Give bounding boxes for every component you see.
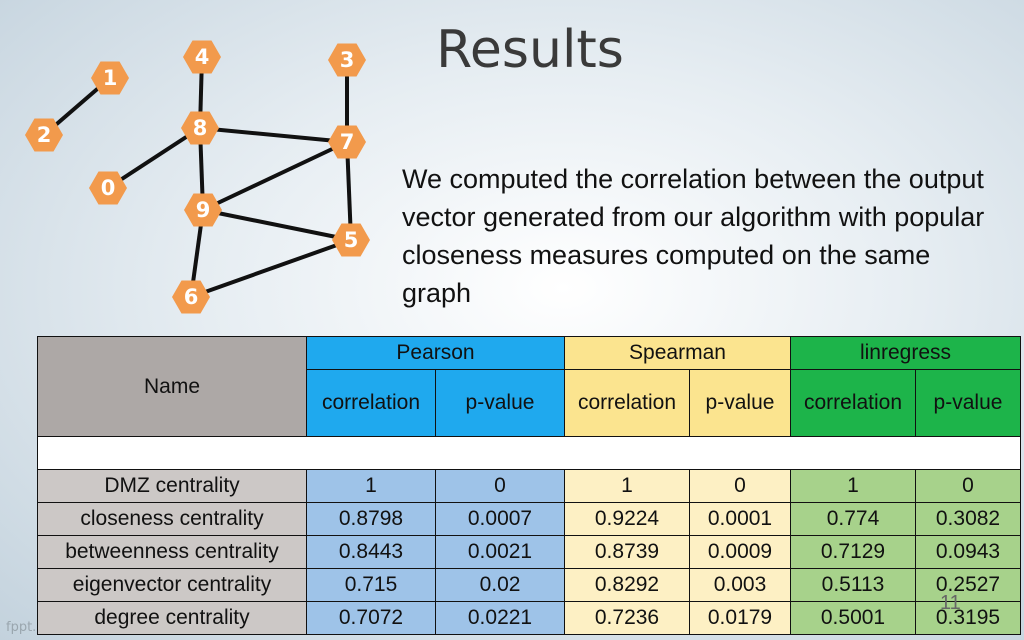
table-cell: 0.7072 — [306, 601, 436, 635]
table-cell: 0.003 — [689, 568, 791, 602]
table-row: closeness centrality 0.8798 0.0007 0.9224 0.… — [37, 502, 1021, 536]
table-cell: 0.3082 — [915, 502, 1021, 536]
table-cell: 0 — [689, 469, 791, 503]
node-hexagon — [328, 43, 366, 77]
node-hexagon — [184, 193, 222, 227]
table-cell: 0.0009 — [689, 535, 791, 569]
subheader: p-value — [689, 369, 791, 437]
node-label: 7 — [340, 130, 355, 154]
node-hexagon — [89, 171, 127, 205]
graph-node-3: 3 — [328, 43, 366, 77]
edge-8-0 — [106, 126, 202, 190]
table-cell: 0.02 — [435, 568, 565, 602]
node-hexagon — [328, 125, 366, 159]
table-cell: 0.0001 — [689, 502, 791, 536]
node-hexagon — [183, 40, 221, 74]
table-cell: 0.715 — [306, 568, 436, 602]
subheader: correlation — [564, 369, 690, 437]
table-row: DMZ centrality 1 0 1 0 1 0 — [37, 469, 1021, 503]
edge-9-7 — [202, 140, 348, 212]
node-label: 3 — [340, 48, 355, 72]
table-cell: 0.2527 — [915, 568, 1021, 602]
graph-diagram: 0 1 2 3 4 5 6 7 8 9 — [25, 40, 370, 314]
spearman-header: Spearman — [564, 336, 791, 370]
results-table: Name Pearson Spearman linregress correla… — [37, 336, 1021, 635]
node-label: 4 — [195, 45, 210, 69]
node-label: 9 — [196, 198, 211, 222]
row-name: degree centrality — [37, 601, 307, 635]
table-row: degree centrality 0.7072 0.0221 0.7236 0.017… — [37, 601, 1021, 635]
graph-node-2: 2 — [25, 118, 63, 152]
table-cell: 0.3195 — [915, 601, 1021, 635]
row-name: DMZ centrality — [37, 469, 307, 503]
graph-node-1: 1 — [91, 61, 129, 95]
node-hexagon — [25, 118, 63, 152]
table-cell: 0.0021 — [435, 535, 565, 569]
graph-edges — [42, 56, 353, 299]
pearson-header: Pearson — [306, 336, 565, 370]
table-cell: 0.8443 — [306, 535, 436, 569]
graph-node-0: 0 — [89, 171, 127, 205]
slide-title: Results — [436, 20, 624, 80]
table-cell: 0.0007 — [435, 502, 565, 536]
table-cell: 0.5113 — [790, 568, 916, 602]
edge-9-5 — [202, 208, 352, 242]
table-cell: 0.8292 — [564, 568, 690, 602]
subheader: correlation — [790, 369, 916, 437]
node-label: 0 — [101, 176, 116, 200]
table-cell: 0 — [435, 469, 565, 503]
node-label: 2 — [37, 123, 52, 147]
subheader: p-value — [915, 369, 1021, 437]
table-cell: 0.7236 — [564, 601, 690, 635]
edge-8-7 — [199, 126, 348, 144]
row-name: eigenvector centrality — [37, 568, 307, 602]
graph-node-6: 6 — [172, 280, 210, 314]
row-name: betweenness centrality — [37, 535, 307, 569]
node-hexagon — [332, 223, 370, 257]
node-label: 1 — [103, 66, 118, 90]
linregress-header: linregress — [790, 336, 1021, 370]
table-cell: 1 — [564, 469, 690, 503]
table-cell: 1 — [306, 469, 436, 503]
graph-node-8: 8 — [181, 111, 219, 145]
graph-node-5: 5 — [332, 223, 370, 257]
name-header: Name — [37, 336, 307, 437]
node-label: 8 — [193, 116, 208, 140]
edge-5-6 — [190, 238, 352, 299]
table-cell: 0.774 — [790, 502, 916, 536]
subheader: p-value — [435, 369, 565, 437]
table-row: eigenvector centrality 0.715 0.02 0.8292 0.0… — [37, 568, 1021, 602]
table-cell: 0.8739 — [564, 535, 690, 569]
table-cell: 0.9224 — [564, 502, 690, 536]
table-cell: 0 — [915, 469, 1021, 503]
row-name: closeness centrality — [37, 502, 307, 536]
table-row: betweenness centrality 0.8443 0.0021 0.8739… — [37, 535, 1021, 569]
description-text: We computed the correlation between the … — [402, 164, 985, 308]
graph-node-9: 9 — [184, 193, 222, 227]
table-cell: 0.8798 — [306, 502, 436, 536]
graph-node-4: 4 — [183, 40, 221, 74]
page-number: 11 — [940, 592, 961, 614]
table-cell: 0.0943 — [915, 535, 1021, 569]
graph-node-7: 7 — [328, 125, 366, 159]
table-cell: 0.0221 — [435, 601, 565, 635]
subheader: correlation — [306, 369, 436, 437]
table-cell: 0.5001 — [790, 601, 916, 635]
node-label: 5 — [344, 228, 359, 252]
node-hexagon — [91, 61, 129, 95]
table-cell: 0.0179 — [689, 601, 791, 635]
node-hexagon — [172, 280, 210, 314]
node-hexagon — [181, 111, 219, 145]
table-cell: 0.7129 — [790, 535, 916, 569]
table-cell: 1 — [790, 469, 916, 503]
node-label: 6 — [184, 285, 199, 309]
